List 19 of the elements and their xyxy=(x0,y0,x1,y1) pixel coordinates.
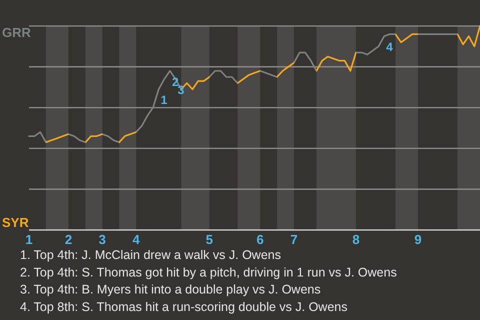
annotation: 1 xyxy=(160,93,168,108)
x-tick-label: 3 xyxy=(98,232,106,247)
text: 2. Top 4th: S. Thomas got hit by a pitch, driving in 1 run vs J. Owens xyxy=(20,265,397,280)
x-tick-label: 2 xyxy=(64,232,72,247)
text: 4. Top 8th: S. Thomas hit a run-scoring double vs J. Owens xyxy=(20,300,348,314)
text: SYR xyxy=(2,215,30,230)
text: 1. Top 4th: J. McClain drew a walk vs J. Owens xyxy=(20,248,281,262)
x-tick-label: 1 xyxy=(25,232,33,247)
x-tick-label: 4 xyxy=(132,232,140,247)
annotation: 4 xyxy=(386,40,394,54)
annotation: GRR xyxy=(2,25,32,40)
x-tick-label: 5 xyxy=(206,232,214,247)
x-tick-label: 6 xyxy=(256,232,264,247)
x-tick-label: 9 xyxy=(414,232,422,247)
annotation: 2 xyxy=(172,74,179,89)
x-tick-label: 8 xyxy=(352,232,360,247)
x-tick-label: 7 xyxy=(290,232,298,247)
text: 3. Top 4th: B. Myers hit into a double play vs J. Owens xyxy=(20,282,321,297)
annotation: 3 xyxy=(178,83,185,98)
